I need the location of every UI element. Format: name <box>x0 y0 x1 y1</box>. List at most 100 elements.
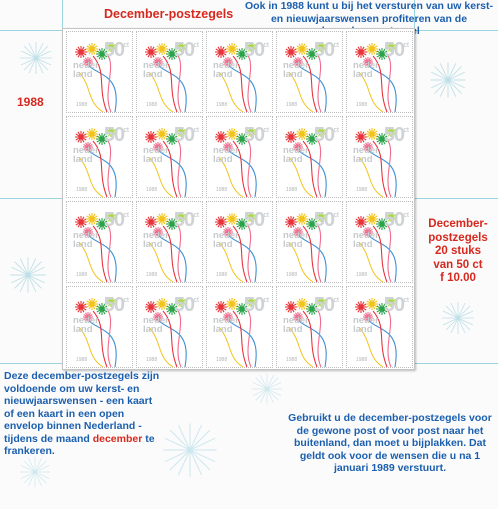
left-note-text-end: te frankeren. <box>4 432 155 458</box>
stamp-unit: ct <box>333 297 339 304</box>
fireworks-icon <box>285 212 327 283</box>
stamp-country-line: land <box>353 324 373 335</box>
stamp-value: 50 <box>173 39 195 61</box>
stamp-value: 50 <box>103 124 125 146</box>
stamp-year: 1988 <box>216 187 228 193</box>
stamp-value: 50 <box>313 294 335 316</box>
starburst-decoration-icon <box>19 456 51 488</box>
stamp-year: 1988 <box>286 102 298 108</box>
stamp-year: 1988 <box>146 187 158 193</box>
stamp-value: 50 <box>103 209 125 231</box>
stamp-unit: ct <box>123 297 129 304</box>
sheet-guide-line <box>414 0 415 30</box>
stamp-country-line: neder <box>143 315 169 326</box>
sheet-guide-line <box>62 0 63 30</box>
stamp-value: 50 <box>173 294 195 316</box>
stamp-country-line: neder <box>283 230 309 241</box>
stamp-value: 50 <box>103 294 125 316</box>
fireworks-icon <box>285 297 327 368</box>
stamp-country: neder land <box>143 61 187 80</box>
fireworks-icon <box>355 42 397 113</box>
stamp-year: 1988 <box>356 102 368 108</box>
stamp-country-line: land <box>353 69 373 80</box>
stamp: 50 ct neder land 1988 <box>276 201 343 283</box>
stamp-country: neder land <box>353 316 397 335</box>
stamp-year: 1988 <box>76 357 88 363</box>
stamp-country: neder land <box>353 146 397 165</box>
stamp-country-line: neder <box>283 315 309 326</box>
fireworks-icon <box>355 127 397 198</box>
right-note: Gebruikt u de december-postzegels voor d… <box>288 412 492 474</box>
stamp-unit: ct <box>333 42 339 49</box>
stamp: 50 ct neder land 1988 <box>66 201 133 283</box>
stamp-country-line: neder <box>213 60 239 71</box>
sheet-year: 1988 <box>17 95 44 109</box>
stamp-country-line: land <box>73 69 93 80</box>
stamp-unit: ct <box>263 212 269 219</box>
stamp: 50 ct neder land 1988 <box>136 116 203 198</box>
stamp-value: 50 <box>243 209 265 231</box>
stamp-country: neder land <box>143 231 187 250</box>
starburst-decoration-icon <box>163 423 217 477</box>
stamp-country: neder land <box>213 146 257 165</box>
stamp-country: neder land <box>283 146 327 165</box>
stamp-country-line: land <box>353 239 373 250</box>
stamp: 50 ct neder land 1988 <box>206 116 273 198</box>
stamp-country-line: land <box>73 324 93 335</box>
stamp-year: 1988 <box>146 272 158 278</box>
stamp-country-line: neder <box>213 315 239 326</box>
stamp-country-line: land <box>283 324 303 335</box>
stamp-country: neder land <box>143 145 187 165</box>
stamp-value: 50 <box>173 209 195 231</box>
stamp-year: 1988 <box>76 102 88 108</box>
stamp-year: 1988 <box>356 272 368 278</box>
stamp-country: neder land <box>213 315 257 335</box>
stamp-value: 50 <box>383 209 405 231</box>
stamp-value: 50 <box>383 124 405 146</box>
stamp-country-line: land <box>283 239 303 250</box>
fireworks-icon <box>75 212 117 283</box>
stamp-unit: ct <box>403 212 409 219</box>
stamp-country-line: neder <box>283 60 309 71</box>
stamp-country-line: neder <box>143 145 169 156</box>
stamp-value: 50 <box>383 39 405 61</box>
price-line: postzegels <box>428 231 488 244</box>
stamp-country-line: land <box>213 324 233 335</box>
stamp-country-line: land <box>143 154 163 165</box>
stamp-unit: ct <box>193 297 199 304</box>
stamp-unit: ct <box>263 42 269 49</box>
fireworks-icon <box>215 212 257 283</box>
stamp: 50 ct neder land 1988 <box>136 286 203 368</box>
stamp-country: neder land <box>283 60 327 80</box>
stamp: 50 ct neder land 1988 <box>346 286 413 368</box>
fireworks-icon <box>285 42 327 113</box>
stamp: 50 ct neder land 1988 <box>206 201 273 283</box>
stamp: 50 ct neder land 1988 <box>136 201 203 283</box>
stamp-value: 50 <box>173 124 195 146</box>
stamp-unit: ct <box>193 212 199 219</box>
stamp: 50 ct neder land 1988 <box>66 116 133 198</box>
price-line: van 50 ct <box>433 258 483 271</box>
stamp-unit: ct <box>193 42 199 49</box>
stamp-country-line: neder <box>73 60 99 71</box>
stamp-country-line: land <box>283 154 303 165</box>
stamp: 50 ct neder land 1988 <box>66 286 133 368</box>
fireworks-icon <box>215 297 257 368</box>
stamp-country: neder land <box>73 316 117 335</box>
stamp-country-line: land <box>213 69 233 80</box>
stamp-country-line: neder <box>353 230 379 241</box>
stamp-value: 50 <box>103 39 125 61</box>
fireworks-icon <box>145 127 187 198</box>
stamp-value: 50 <box>313 124 335 146</box>
stamp-grid: 50 ct neder land 1988 50 ct neder land 1988 50 ct ne… <box>66 31 413 368</box>
stamp-country-line: land <box>73 239 93 250</box>
price-line: f 10.00 <box>440 272 476 284</box>
stamp-country: neder land <box>73 231 117 250</box>
price-note: December- postzegels 20 stuks van 50 ct … <box>418 218 498 286</box>
stamp-country: neder land <box>283 315 327 335</box>
stamp-country-line: land <box>283 69 303 80</box>
left-note-text: Deze december-postzegels zijn voldoende … <box>4 370 160 445</box>
stamp-country-line: land <box>143 324 163 335</box>
stamp-country-line: land <box>143 239 163 250</box>
